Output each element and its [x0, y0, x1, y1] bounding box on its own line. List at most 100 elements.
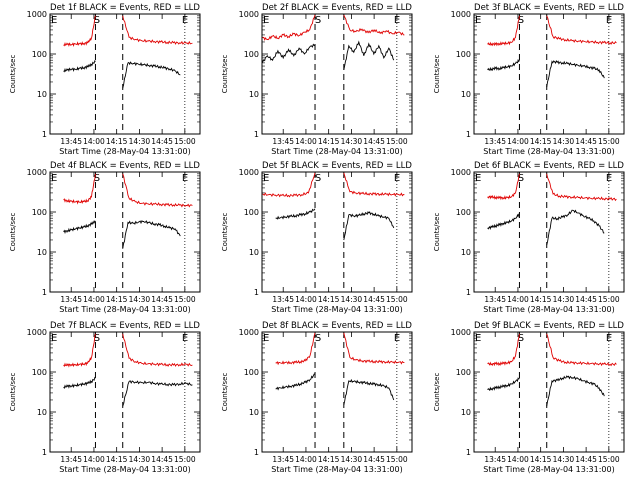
x-tick-label: 14:45 [151, 295, 173, 304]
x-tick-label: 13:45 [484, 137, 506, 146]
lld-series-line [63, 333, 96, 368]
s-marker-label: S [518, 15, 524, 26]
s-marker-label: S [94, 173, 100, 184]
x-axis-label: Start Time (28-May-04 13:31:00) [271, 305, 402, 314]
events-series-line [487, 213, 520, 230]
y-tick-label: 100 [32, 50, 47, 59]
events-series-line [122, 220, 181, 249]
x-tick-label: 14:30 [341, 455, 363, 464]
y-tick-label: 10 [461, 408, 471, 417]
e-marker-label: E [394, 333, 400, 344]
x-tick-label: 14:15 [530, 295, 552, 304]
y-tick-label: 1000 [451, 328, 471, 337]
x-axis-label: Start Time (28-May-04 13:31:00) [271, 465, 402, 474]
x-tick-label: 14:30 [553, 455, 575, 464]
x-tick-label: 14:30 [553, 137, 575, 146]
s-marker-label: S [315, 333, 321, 344]
y-tick-label: 10 [37, 408, 47, 417]
y-tick-label: 100 [244, 208, 259, 217]
y-tick-label: 10 [461, 248, 471, 257]
x-axis-label: Start Time (28-May-04 13:31:00) [59, 465, 190, 474]
x-tick-label: 15:00 [598, 295, 620, 304]
y-tick-label: 1000 [239, 328, 259, 337]
lld-series-line [487, 333, 520, 367]
x-tick-label: 14:45 [575, 137, 597, 146]
x-tick-label: 13:45 [484, 295, 506, 304]
y-tick-label: 100 [244, 368, 259, 377]
x-tick-label: 14:00 [507, 455, 529, 464]
x-tick-label: 14:00 [83, 137, 105, 146]
x-tick-label: 13:45 [272, 455, 294, 464]
e-marker-label: E [182, 173, 188, 184]
x-tick-label: 14:30 [129, 455, 151, 464]
plot-frame [261, 171, 413, 293]
y-axis-label: Counts/sec [433, 55, 441, 94]
x-tick-label: 13:45 [272, 295, 294, 304]
panel-title: Det 6f BLACK = Events, RED = LLD [474, 161, 624, 171]
s-marker-label: S [518, 173, 524, 184]
lld-series-line [546, 333, 617, 367]
detector-panel-6: Det 6f BLACK = Events, RED = LLD Counts/s… [433, 161, 625, 314]
y-tick-label: 1 [466, 448, 471, 457]
x-tick-label: 14:15 [530, 137, 552, 146]
e-marker-label: E [394, 173, 400, 184]
x-tick-label: 14:15 [530, 455, 552, 464]
lld-series-line [546, 15, 617, 45]
y-tick-label: 10 [461, 90, 471, 99]
events-series-line [122, 61, 181, 89]
panel-title: Det 1f BLACK = Events, RED = LLD [50, 3, 200, 13]
x-tick-label: 14:45 [363, 137, 385, 146]
x-tick-label: 14:00 [295, 137, 317, 146]
detector-panel-3: Det 3f BLACK = Events, RED = LLD Counts/s… [433, 3, 625, 156]
plot-frame [261, 13, 413, 135]
events-series-line [275, 373, 316, 391]
x-tick-label: 14:00 [507, 295, 529, 304]
x-tick-label: 14:00 [507, 137, 529, 146]
x-tick-label: 13:45 [484, 455, 506, 464]
plot-frame [473, 331, 625, 453]
events-series-line [63, 376, 96, 389]
e-marker-label: E [394, 15, 400, 26]
events-series-line [261, 43, 316, 64]
lld-series-line [546, 173, 617, 202]
x-tick-label: 15:00 [174, 137, 196, 146]
y-tick-label: 1000 [239, 168, 259, 177]
x-axis-label: Start Time (28-May-04 13:31:00) [59, 147, 190, 156]
y-tick-label: 1 [466, 288, 471, 297]
events-series-line [546, 209, 605, 246]
x-tick-label: 14:15 [318, 137, 340, 146]
x-axis-label: Start Time (28-May-04 13:31:00) [59, 305, 190, 314]
detector-panel-5: Det 5f BLACK = Events, RED = LLD Counts/s… [221, 161, 413, 314]
detector-panel-8: Det 8f BLACK = Events, RED = LLD Counts/s… [221, 321, 413, 474]
s-marker-label: S [315, 15, 321, 26]
panel-title: Det 7f BLACK = Events, RED = LLD [50, 321, 200, 331]
x-tick-label: 14:00 [295, 295, 317, 304]
x-tick-label: 14:15 [106, 137, 128, 146]
e-marker-label: E [263, 333, 269, 344]
x-tick-label: 15:00 [174, 455, 196, 464]
x-tick-label: 14:15 [318, 295, 340, 304]
y-tick-label: 10 [249, 408, 259, 417]
x-tick-label: 15:00 [386, 455, 408, 464]
e-marker-label: E [263, 15, 269, 26]
e-marker-label: E [51, 333, 57, 344]
x-tick-label: 15:00 [386, 295, 408, 304]
e-marker-label: E [51, 15, 57, 26]
lld-series-line [63, 173, 96, 205]
x-tick-label: 14:30 [341, 137, 363, 146]
events-series-line [343, 210, 395, 241]
x-tick-label: 15:00 [598, 137, 620, 146]
x-tick-label: 14:00 [295, 455, 317, 464]
y-axis-label: Counts/sec [221, 373, 229, 412]
e-marker-label: E [475, 333, 481, 344]
events-series-line [122, 380, 193, 407]
events-series-line [275, 208, 316, 220]
panel-title: Det 5f BLACK = Events, RED = LLD [262, 161, 412, 171]
y-axis-label: Counts/sec [9, 55, 17, 94]
lld-series-line [261, 172, 316, 198]
x-tick-label: 15:00 [598, 455, 620, 464]
x-tick-label: 14:45 [575, 455, 597, 464]
lld-series-line [487, 173, 520, 201]
s-marker-label: S [518, 333, 524, 344]
e-marker-label: E [475, 15, 481, 26]
